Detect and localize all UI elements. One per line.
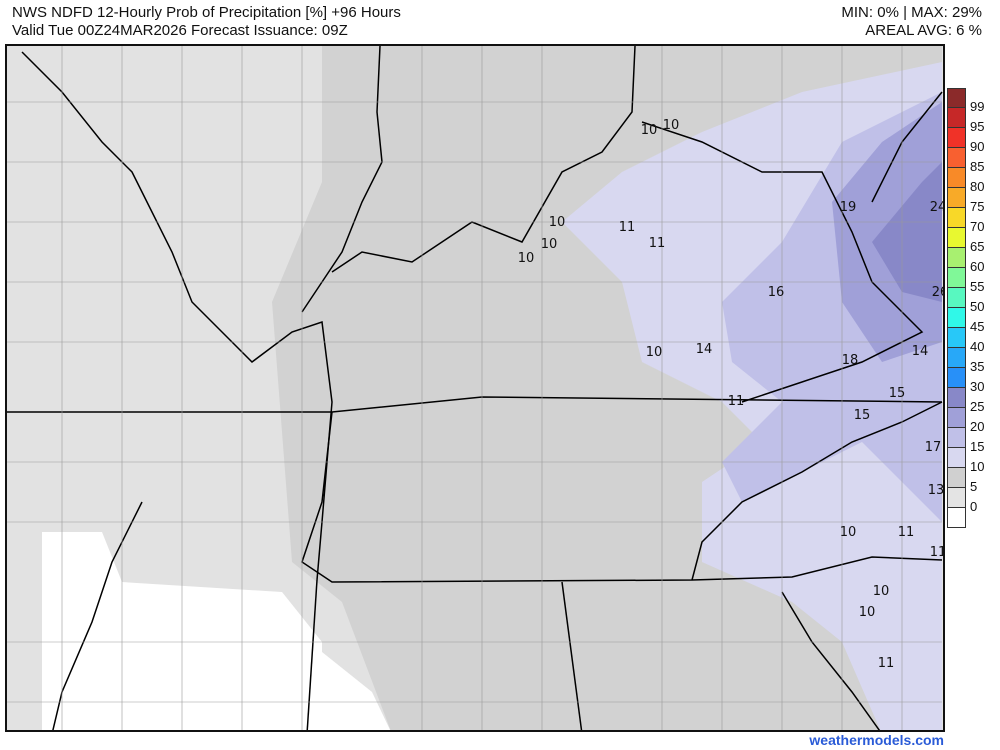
colorbar-label: 5	[970, 479, 978, 494]
pop-value-label: 10	[549, 215, 566, 230]
pop-value-label: 10	[663, 118, 680, 133]
colorbar-label: 0	[970, 499, 978, 514]
colorbar-swatch	[947, 168, 966, 188]
colorbar-swatch	[947, 508, 966, 528]
colorbar-swatch	[947, 88, 966, 108]
colorbar-label: 15	[970, 439, 985, 454]
colorbar-swatch	[947, 328, 966, 348]
min-max: MIN: 0% | MAX: 29%	[841, 4, 982, 21]
colorbar-label: 99	[970, 99, 985, 114]
colorbar-label: 60	[970, 259, 985, 274]
colorbar-label: 25	[970, 399, 985, 414]
pop-value-label: 15	[854, 408, 871, 423]
pop-value-label: 10	[646, 345, 663, 360]
pop-value-label: 10	[840, 525, 857, 540]
colorbar-label: 70	[970, 219, 985, 234]
pop-value-label: 11	[898, 525, 915, 540]
colorbar-swatch	[947, 228, 966, 248]
pop-0-area	[322, 652, 391, 730]
colorbar-label: 90	[970, 139, 985, 154]
colorbar-swatch	[947, 248, 966, 268]
colorbar-swatch	[947, 288, 966, 308]
colorbar-label: 80	[970, 179, 985, 194]
colorbar-swatch	[947, 468, 966, 488]
pop-value-label: 11	[930, 545, 945, 560]
colorbar-label: 30	[970, 379, 985, 394]
colorbar-swatch	[947, 308, 966, 328]
map-title: NWS NDFD 12-Hourly Prob of Precipitation…	[12, 4, 401, 21]
colorbar-swatch	[947, 408, 966, 428]
pop-value-label: 24	[930, 200, 945, 215]
pop-25-30-area	[872, 162, 942, 302]
colorbar-label: 45	[970, 319, 985, 334]
pop-value-label: 18	[842, 353, 859, 368]
pop-value-label: 13	[928, 483, 945, 498]
colorbar-swatch	[947, 388, 966, 408]
colorbar-label: 20	[970, 419, 985, 434]
colorbar-swatch	[947, 128, 966, 148]
valid-time: Valid Tue 00Z24MAR2026 Forecast Issuance…	[12, 22, 348, 39]
pop-value-label: 10	[518, 251, 535, 266]
areal-average: AREAL AVG: 6 %	[865, 22, 982, 39]
colorbar-label: 95	[970, 119, 985, 134]
pop-value-label: 10	[541, 237, 558, 252]
colorbar-label: 65	[970, 239, 985, 254]
colorbar-label: 50	[970, 299, 985, 314]
colorbar-swatch	[947, 428, 966, 448]
colorbar-label: 85	[970, 159, 985, 174]
colorbar-swatch	[947, 148, 966, 168]
colorbar-swatch	[947, 348, 966, 368]
pop-value-label: 11	[649, 236, 666, 251]
colorbar-swatch	[947, 488, 966, 508]
pop-value-label: 17	[925, 440, 942, 455]
colorbar-swatch	[947, 368, 966, 388]
pop-value-label: 26	[932, 285, 945, 300]
colorbar	[947, 88, 966, 528]
colorbar-label: 35	[970, 359, 985, 374]
colorbar-label: 10	[970, 459, 985, 474]
pop-value-label: 14	[696, 342, 713, 357]
colorbar-label: 55	[970, 279, 985, 294]
colorbar-label: 40	[970, 339, 985, 354]
pop-value-label: 10	[873, 584, 890, 599]
pop-value-label: 11	[878, 656, 895, 671]
colorbar-swatch	[947, 448, 966, 468]
footer-credit[interactable]: weathermodels.com	[809, 732, 944, 748]
colorbar-swatch	[947, 108, 966, 128]
pop-value-label: 10	[859, 605, 876, 620]
colorbar-swatch	[947, 268, 966, 288]
pop-value-label: 11	[728, 394, 745, 409]
map-svg: 10 10 10 10 11 11 10 19 24 16 26 10 14 18 14 11 15 15 17 13…	[7, 46, 945, 730]
pop-value-label: 10	[641, 123, 658, 138]
colorbar-swatch	[947, 208, 966, 228]
pop-value-label: 16	[768, 285, 785, 300]
county-lines	[7, 46, 942, 730]
map-value-labels: 10 10 10 10 11 11 10 19 24 16 26 10 14 18 14 11 15 15 17 13…	[518, 118, 945, 671]
pop-value-label: 14	[912, 344, 929, 359]
colorbar-label: 75	[970, 199, 985, 214]
pop-value-label: 19	[840, 200, 857, 215]
precip-map: 10 10 10 10 11 11 10 19 24 16 26 10 14 18 14 11 15 15 17 13…	[5, 44, 945, 732]
pop-value-label: 11	[619, 220, 636, 235]
pop-value-label: 15	[889, 386, 906, 401]
colorbar-swatch	[947, 188, 966, 208]
